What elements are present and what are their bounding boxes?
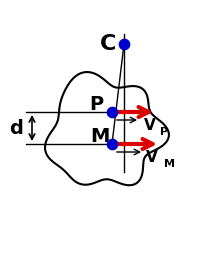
Text: V: V <box>146 151 158 165</box>
Point <box>110 142 114 146</box>
Text: P: P <box>89 94 103 113</box>
Point <box>122 42 126 46</box>
Text: M: M <box>90 127 110 146</box>
Text: M: M <box>164 159 175 169</box>
Point <box>110 110 114 114</box>
Text: C: C <box>100 34 116 54</box>
Text: V: V <box>144 119 156 133</box>
Polygon shape <box>45 72 169 185</box>
Text: d: d <box>9 119 23 137</box>
Text: P: P <box>160 127 168 137</box>
